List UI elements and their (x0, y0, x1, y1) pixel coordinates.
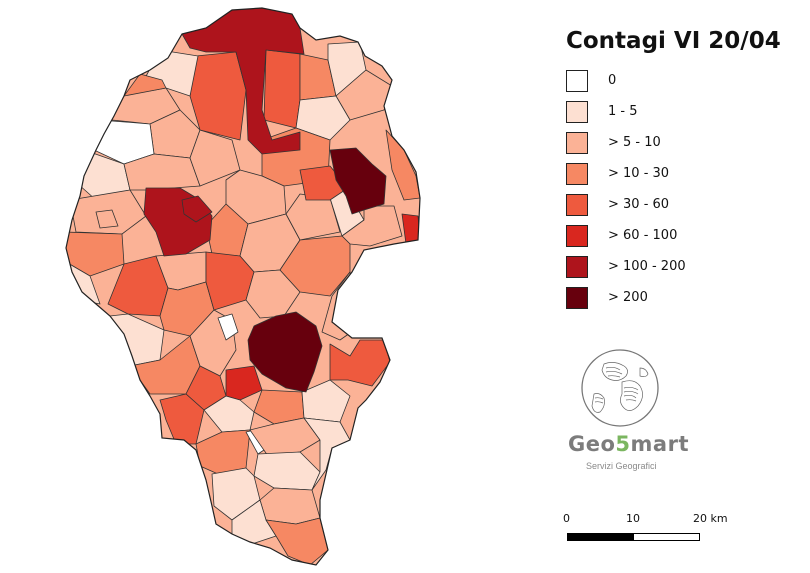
scale-bar: 0 10 20 km (560, 512, 728, 552)
legend-swatch (566, 256, 588, 278)
map-title: Contagi VI 20/04 (566, 28, 781, 54)
brand-subtitle: Servizi Geografici (586, 461, 657, 471)
legend-swatch (566, 163, 588, 185)
legend-label: > 30 - 60 (608, 197, 670, 212)
legend-swatch (566, 225, 588, 247)
brand-logo: Geo5mart (568, 432, 689, 456)
legend-item: > 200 (566, 287, 766, 311)
legend-label: > 5 - 10 (608, 135, 661, 150)
legend-swatch (566, 194, 588, 216)
scale-label: 20 km (693, 512, 728, 525)
legend-item: > 30 - 60 (566, 194, 766, 218)
legend-label: > 100 - 200 (608, 259, 686, 274)
legend-item: > 100 - 200 (566, 256, 766, 280)
legend-item: 0 (566, 70, 766, 94)
scale-label: 10 (626, 512, 640, 525)
brand-name-digit: 5 (615, 432, 631, 456)
globe-icon (581, 349, 659, 427)
legend-swatch (566, 70, 588, 92)
legend-label: 0 (608, 73, 617, 88)
brand-name-suffix: mart (630, 432, 689, 456)
brand-name-prefix: Geo (568, 432, 616, 456)
legend-label: > 10 - 30 (608, 166, 670, 181)
legend-swatch (566, 287, 588, 309)
legend-label: 1 - 5 (608, 104, 638, 119)
legend-item: > 5 - 10 (566, 132, 766, 156)
province-map (65, 7, 421, 566)
legend-item: > 60 - 100 (566, 225, 766, 249)
scale-segment-white (633, 533, 700, 541)
legend-swatch (566, 132, 588, 154)
legend-label: > 200 (608, 290, 648, 305)
scale-segment-black (567, 533, 634, 541)
legend-item: 1 - 5 (566, 101, 766, 125)
legend-swatch (566, 101, 588, 123)
legend-item: > 10 - 30 (566, 163, 766, 187)
scale-label: 0 (563, 512, 570, 525)
legend-label: > 60 - 100 (608, 228, 678, 243)
